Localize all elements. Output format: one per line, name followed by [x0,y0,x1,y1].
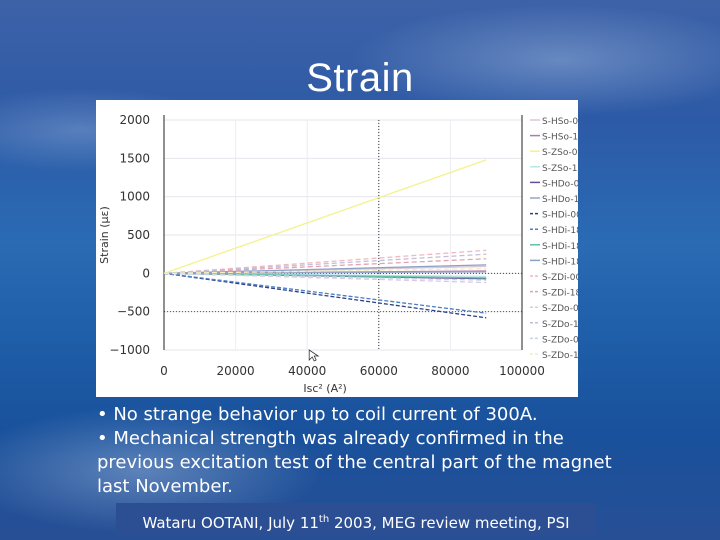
footer-event: 2003, MEG review meeting, PSI [329,514,570,532]
y-tick-label: 2000 [119,113,150,127]
series-line [163,264,487,274]
y-tick-label: 500 [127,228,150,242]
x-tick-label: 60000 [360,364,398,378]
series-line [163,271,487,274]
legend-label: S-ZDo-18 [542,351,578,361]
legend-label: S-ZDo-18 [542,320,578,330]
x-tick-label: 100000 [499,364,545,378]
footer-author-date: Wataru OOTANI, July 11 [142,514,319,532]
series-line [163,249,487,274]
x-axis-label: Isc² (A²) [303,382,346,395]
legend-label: S-ZDo-00 [542,335,578,345]
legend-label: S-HDo-00 [542,179,578,189]
legend-label: S-HDo-18 [542,195,578,205]
legend-label: S-HDi-18 [542,242,578,252]
series-line [163,253,487,274]
y-axis-label: Strain (με) [98,206,111,264]
legend-label: S-HSo-18 [542,133,578,143]
mouse-cursor-icon [308,349,320,362]
x-tick-label: 0 [160,364,168,378]
series-line [163,272,487,279]
footer-date-suffix: th [318,514,330,525]
series-line [163,258,487,274]
series-line [163,159,487,274]
legend-label: S-ZDo-00 [542,304,578,314]
bullet-item: • Mechanical strength was already confir… [97,428,612,497]
series-line [163,272,487,281]
legend-label: S-HSo-00 [542,117,578,127]
bullet-list: • No strange behavior up to coil current… [97,403,617,499]
series-line [163,268,487,274]
series-line [163,272,487,314]
legend-label: S-ZDi-00 [542,273,578,283]
slide-title: Strain [306,56,414,100]
strain-chart-svg: 2000 1500 1000 500 0 −500 −1000 0 20000 40000 6000… [98,113,578,395]
y-tick-label: −500 [117,305,150,319]
legend-label: S-ZSo-00 [542,148,578,158]
y-tick-label: 1000 [119,190,150,204]
series-line [163,272,487,284]
x-tick-label: 80000 [431,364,469,378]
x-tick-label: 20000 [217,364,255,378]
legend-label: S-ZSo-18 [542,164,578,174]
series-line [163,272,487,319]
legend-label: S-ZDi-18 [542,289,578,299]
x-tick-label: 40000 [288,364,326,378]
legend-label: S-HDi-18 [542,226,578,236]
legend-label: S-HDi-00 [542,211,578,221]
legend-label: S-HDi-18 [542,257,578,267]
y-tick-label: 1500 [119,151,150,165]
y-tick-label: −1000 [109,343,150,357]
y-tick-label: 0 [142,266,150,280]
bullet-item: • No strange behavior up to coil current… [97,404,538,425]
strain-chart: 2000 1500 1000 500 0 −500 −1000 0 20000 40000 6000… [96,100,578,397]
footer-caption: Wataru OOTANI, July 11th 2003, MEG revie… [116,503,596,536]
